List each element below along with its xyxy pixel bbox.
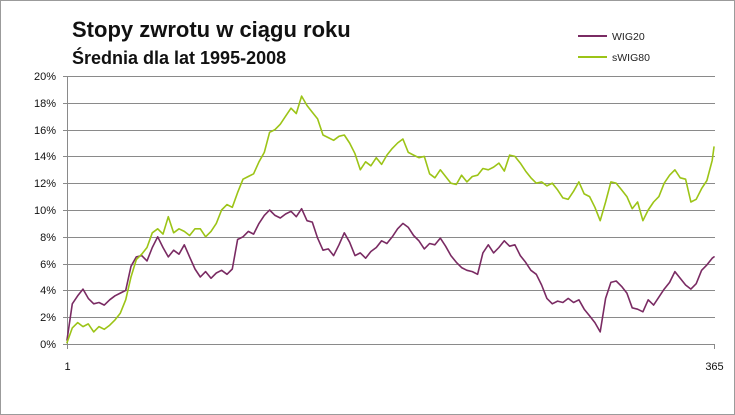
y-tick-label: 0%: [40, 339, 56, 351]
tick-labels: 0% 2% 4% 6% 8% 10% 12% 14% 16% 18% 20% 1 365: [34, 71, 724, 373]
legend: WIG20 sWIG80: [578, 31, 650, 64]
y-tick-label: 16%: [34, 125, 56, 137]
legend-label-wig20: WIG20: [612, 31, 645, 43]
x-tick-label: 365: [705, 361, 723, 373]
y-tick-label: 2%: [40, 312, 56, 324]
gridlines: [67, 76, 715, 318]
chart-subtitle: Średnia dla lat 1995-2008: [72, 47, 286, 68]
plot-series: [66, 95, 715, 344]
y-tick-label: 20%: [34, 71, 56, 83]
y-tick-label: 14%: [34, 151, 56, 163]
chart-title: Stopy zwrotu w ciągu roku: [72, 17, 351, 42]
y-tick-label: 10%: [34, 205, 56, 217]
axes: [63, 76, 715, 349]
y-tick-label: 4%: [40, 285, 56, 297]
legend-label-swig80: sWIG80: [612, 52, 650, 64]
legend-item-swig80: sWIG80: [578, 52, 650, 64]
y-tick-label: 6%: [40, 259, 56, 271]
y-tick-label: 8%: [40, 232, 56, 244]
x-tick-label: 1: [64, 361, 70, 373]
series-line-wig20: [66, 207, 715, 341]
legend-item-wig20: WIG20: [578, 31, 645, 43]
y-tick-label: 18%: [34, 98, 56, 110]
series-line-swig80: [66, 95, 715, 344]
y-tick-label: 12%: [34, 178, 56, 190]
